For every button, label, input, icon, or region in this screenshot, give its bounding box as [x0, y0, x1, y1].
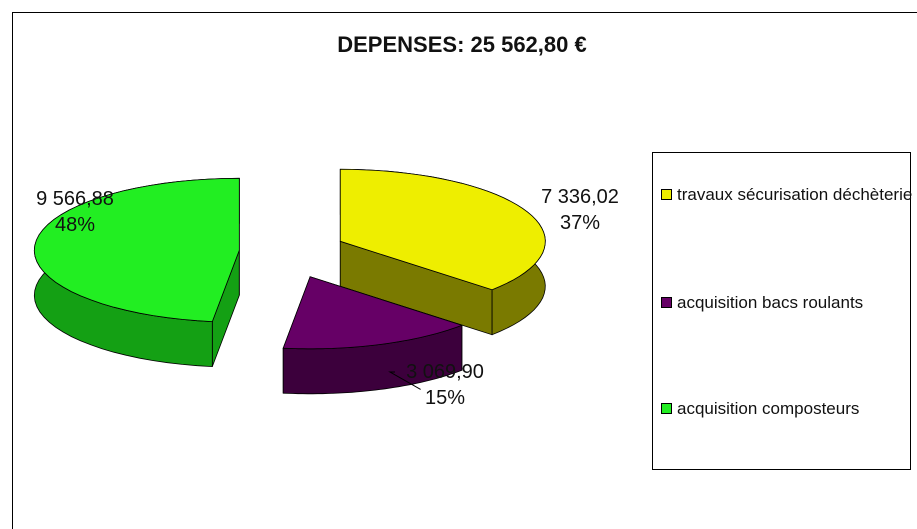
legend-swatch — [661, 403, 672, 414]
slice — [339, 168, 546, 336]
legend-swatch — [661, 297, 672, 308]
slice — [282, 276, 464, 395]
slice-top — [339, 168, 546, 291]
data-label: 3 069,90 — [406, 361, 484, 383]
data-label: 37% — [560, 212, 600, 234]
legend: travaux sécurisation déchèterie acquisiti… — [652, 152, 912, 470]
chart-title: DEPENSES: 25 562,80 € — [337, 32, 586, 57]
legend-label: acquisition bacs roulants — [677, 293, 864, 312]
legend-item: acquisition composteurs — [661, 397, 917, 420]
data-label: 48% — [55, 214, 95, 236]
slice — [33, 177, 240, 368]
frame — [12, 12, 917, 529]
legend-item: travaux sécurisation déchèterie — [661, 183, 917, 206]
slice-top — [33, 177, 240, 323]
data-label: 9 566,88 — [36, 188, 114, 210]
legend-label: acquisition composteurs — [677, 399, 860, 418]
legend-label: travaux sécurisation déchèterie — [677, 185, 913, 204]
legend-swatch — [661, 189, 672, 200]
leader-line — [388, 371, 421, 390]
data-label: 7 336,02 — [541, 186, 619, 208]
slice-top — [282, 276, 464, 350]
legend-item: acquisition bacs roulants — [661, 291, 917, 314]
data-label: 15% — [425, 387, 465, 409]
